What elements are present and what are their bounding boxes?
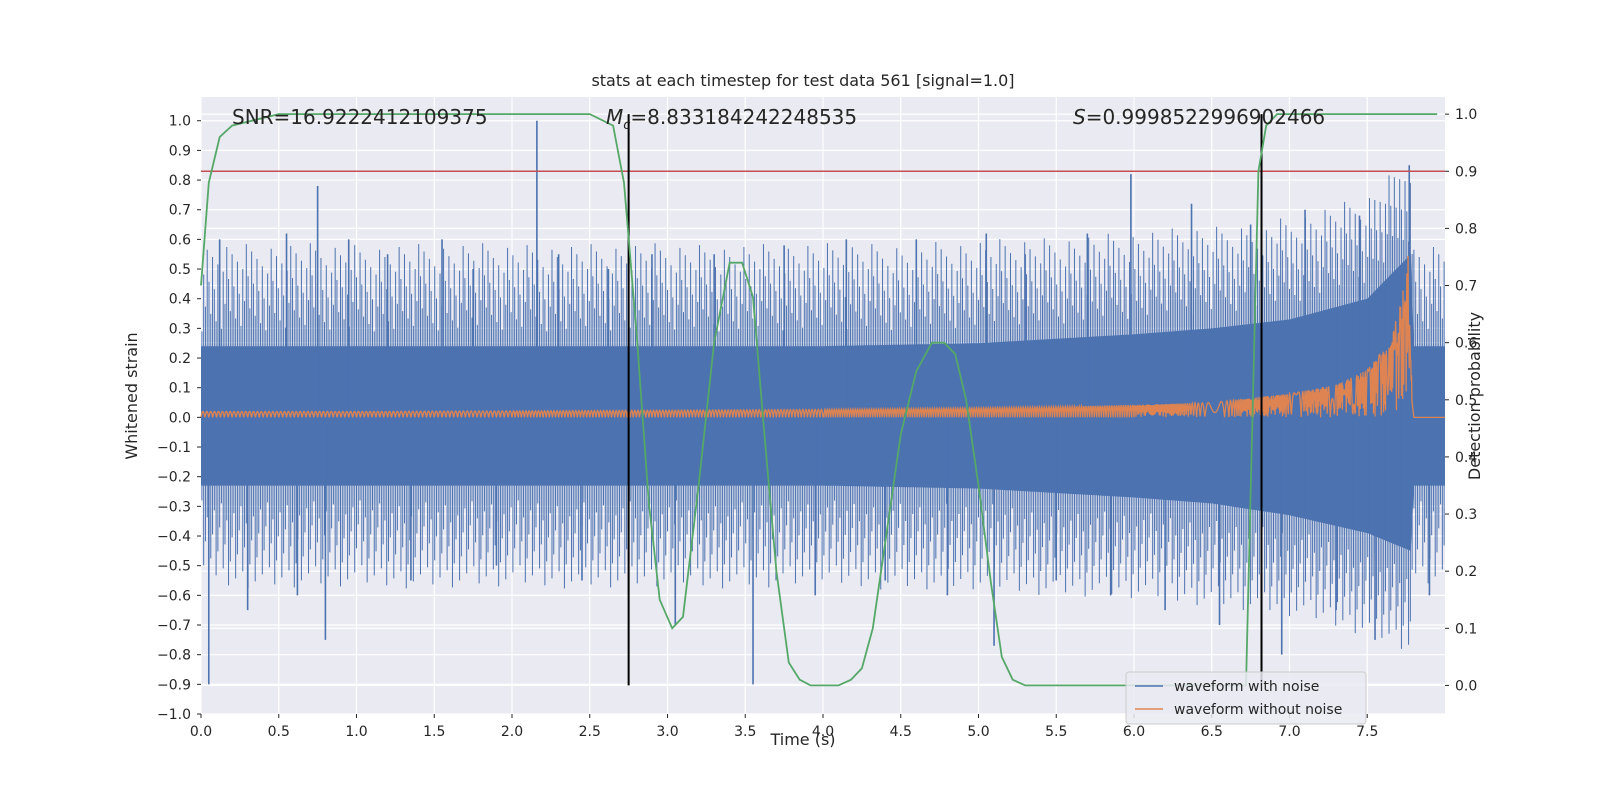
y2-tick-label: 0.0 bbox=[1455, 678, 1477, 694]
legend: waveform with noise waveform without noi… bbox=[1125, 671, 1367, 725]
y-tick-label: 0.9 bbox=[169, 143, 191, 159]
y2-axis-label: Detection probability bbox=[1465, 312, 1484, 480]
y-tick-label: 0.6 bbox=[169, 232, 191, 248]
x-tick-label: 5.0 bbox=[967, 724, 989, 740]
waveform-without-noise-series bbox=[200, 256, 1445, 419]
y-axis-label: Whitened strain bbox=[122, 332, 141, 459]
y-tick-label: 0.4 bbox=[169, 292, 191, 308]
y-tick-label: 0.3 bbox=[169, 321, 191, 337]
x-tick-label: 0.0 bbox=[190, 724, 212, 740]
y-tick-label: −0.3 bbox=[157, 499, 191, 515]
score-value: =0.9998522996902466 bbox=[1086, 105, 1325, 129]
x-tick-label: 2.5 bbox=[579, 724, 601, 740]
waveform-with-noise-series bbox=[201, 120, 1445, 685]
chirp-mass-value: =8.833184242248535 bbox=[630, 105, 857, 129]
y2-tick-label: 1.0 bbox=[1455, 107, 1477, 123]
x-tick-label: 7.5 bbox=[1356, 724, 1378, 740]
y-tick-label: −0.4 bbox=[157, 529, 191, 545]
y-axis-ticks: 1.0 0.9 0.8 0.7 0.6 0.5 0.4 0.3 0.2 0.1 0.0 −0.1 −0.… bbox=[157, 114, 201, 723]
x-tick-label: 6.0 bbox=[1123, 724, 1145, 740]
y-tick-label: 0.2 bbox=[169, 351, 191, 367]
y-tick-label: −0.2 bbox=[157, 470, 191, 486]
x-tick-label: 3.0 bbox=[656, 724, 678, 740]
event-markers bbox=[627, 114, 1263, 686]
detection-probability-line bbox=[200, 113, 1438, 687]
x-axis-ticks: 0.0 0.5 1.0 1.5 2.0 2.5 3.0 3.5 4.0 4.5 5.0 5.5 6.0 6… bbox=[190, 714, 1378, 740]
legend-label-signal: waveform without noise bbox=[1174, 702, 1342, 718]
x-tick-label: 3.5 bbox=[734, 724, 756, 740]
noise-band bbox=[201, 254, 1445, 551]
chirp-mass-subscript: c bbox=[623, 118, 630, 133]
y-tick-label: −0.6 bbox=[157, 588, 191, 604]
x-tick-label: 2.0 bbox=[501, 724, 523, 740]
x-tick-label: 4.5 bbox=[890, 724, 912, 740]
y2-tick-label: 0.8 bbox=[1455, 221, 1477, 237]
y2-tick-label: 0.5 bbox=[1455, 393, 1477, 409]
y-tick-label: 0.5 bbox=[169, 262, 191, 278]
y2-axis-ticks: 1.0 0.9 0.8 0.7 0.6 0.5 0.4 0.3 0.2 0.1 0.0 bbox=[1445, 107, 1477, 694]
y-tick-label: −0.9 bbox=[157, 677, 191, 693]
legend-box bbox=[1125, 671, 1367, 725]
y2-tick-label: 0.4 bbox=[1455, 450, 1477, 466]
snr-annotation: SNR=16.9222412109375 bbox=[232, 105, 488, 129]
y-tick-label: 0.1 bbox=[169, 381, 191, 397]
legend-label-noise: waveform with noise bbox=[1174, 679, 1319, 695]
signal-waveform bbox=[200, 256, 1445, 419]
y-tick-label: −0.1 bbox=[157, 440, 191, 456]
y-tick-label: −0.7 bbox=[157, 618, 191, 634]
y-tick-label: 0.0 bbox=[169, 410, 191, 426]
y2-tick-label: 0.3 bbox=[1455, 507, 1477, 523]
chart-title: stats at each timestep for test data 561… bbox=[591, 71, 1014, 90]
y-tick-label: −0.8 bbox=[157, 648, 191, 664]
x-tick-label: 4.0 bbox=[812, 724, 834, 740]
y-tick-label: 0.7 bbox=[169, 203, 191, 219]
y-tick-label: −0.5 bbox=[157, 559, 191, 575]
y2-tick-label: 0.2 bbox=[1455, 564, 1477, 580]
x-tick-label: 1.5 bbox=[423, 724, 445, 740]
x-tick-label: 6.5 bbox=[1201, 724, 1223, 740]
y2-tick-label: 0.1 bbox=[1455, 621, 1477, 637]
x-axis-label: Time (s) bbox=[769, 730, 835, 749]
chirp-mass-annotation: Mc=8.833184242248535 bbox=[606, 105, 857, 133]
x-tick-label: 5.5 bbox=[1045, 724, 1067, 740]
x-tick-label: 1.0 bbox=[345, 724, 367, 740]
x-tick-label: 7.0 bbox=[1278, 724, 1300, 740]
score-symbol: S bbox=[1073, 105, 1086, 129]
y2-tick-label: 0.7 bbox=[1455, 279, 1477, 295]
x-tick-label: 0.5 bbox=[268, 724, 290, 740]
y-tick-label: 1.0 bbox=[169, 114, 191, 130]
y-tick-label: −1.0 bbox=[157, 707, 191, 723]
score-annotation: S=0.9998522996902466 bbox=[1073, 105, 1325, 129]
y2-tick-label: 0.9 bbox=[1455, 164, 1477, 180]
y2-tick-label: 0.6 bbox=[1455, 336, 1477, 352]
chirp-mass-symbol: M bbox=[606, 105, 623, 129]
y-tick-label: 0.8 bbox=[169, 173, 191, 189]
